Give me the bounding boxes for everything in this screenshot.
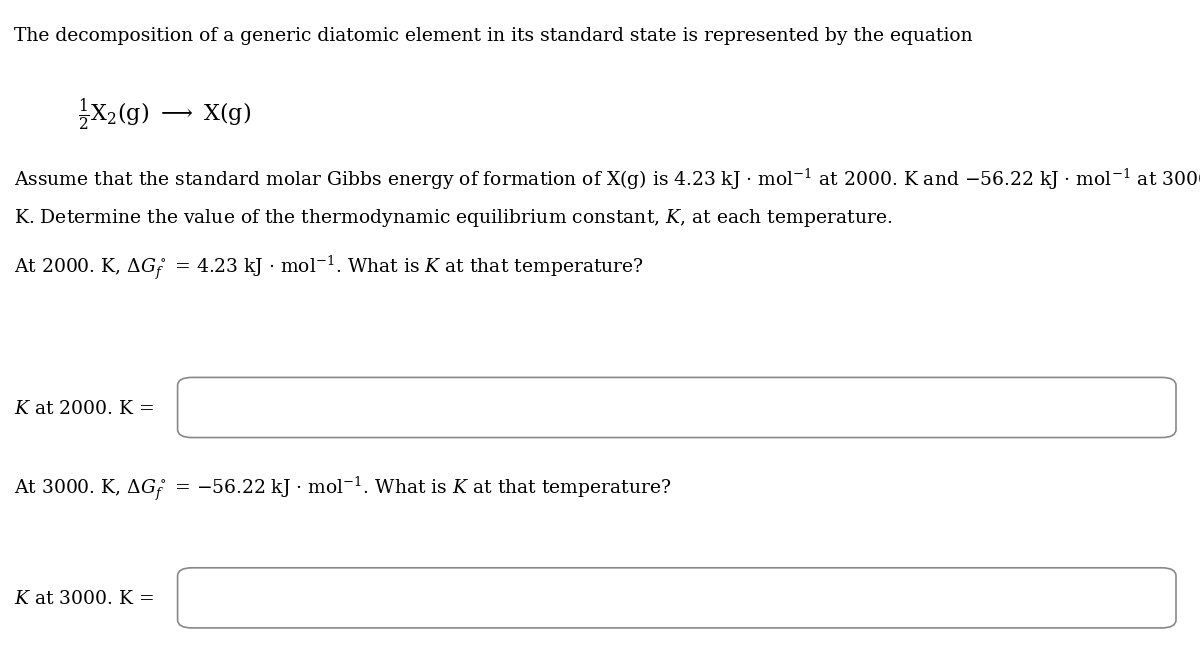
Text: Assume that the standard molar Gibbs energy of formation of X(g) is 4.23 kJ · mo: Assume that the standard molar Gibbs ene… [14, 167, 1200, 192]
Text: K. Determine the value of the thermodynamic equilibrium constant, $K$, at each t: K. Determine the value of the thermodyna… [14, 207, 893, 229]
Text: $K$ at 2000. K =: $K$ at 2000. K = [14, 400, 155, 418]
FancyBboxPatch shape [178, 377, 1176, 438]
Text: $\frac{1}{2}$X$_2$(g) $\longrightarrow$ X(g): $\frac{1}{2}$X$_2$(g) $\longrightarrow$ … [78, 97, 251, 133]
Text: At 2000. K, $\Delta G_f^\circ$ = 4.23 kJ · mol$^{-1}$. What is $K$ at that tempe: At 2000. K, $\Delta G_f^\circ$ = 4.23 kJ… [14, 254, 644, 283]
Text: $K$ at 3000. K =: $K$ at 3000. K = [14, 591, 155, 608]
Text: The decomposition of a generic diatomic element in its standard state is represe: The decomposition of a generic diatomic … [14, 27, 973, 45]
Text: At 3000. K, $\Delta G_f^\circ$ = −56.22 kJ · mol$^{-1}$. What is $K$ at that tem: At 3000. K, $\Delta G_f^\circ$ = −56.22 … [14, 474, 672, 504]
FancyBboxPatch shape [178, 568, 1176, 628]
